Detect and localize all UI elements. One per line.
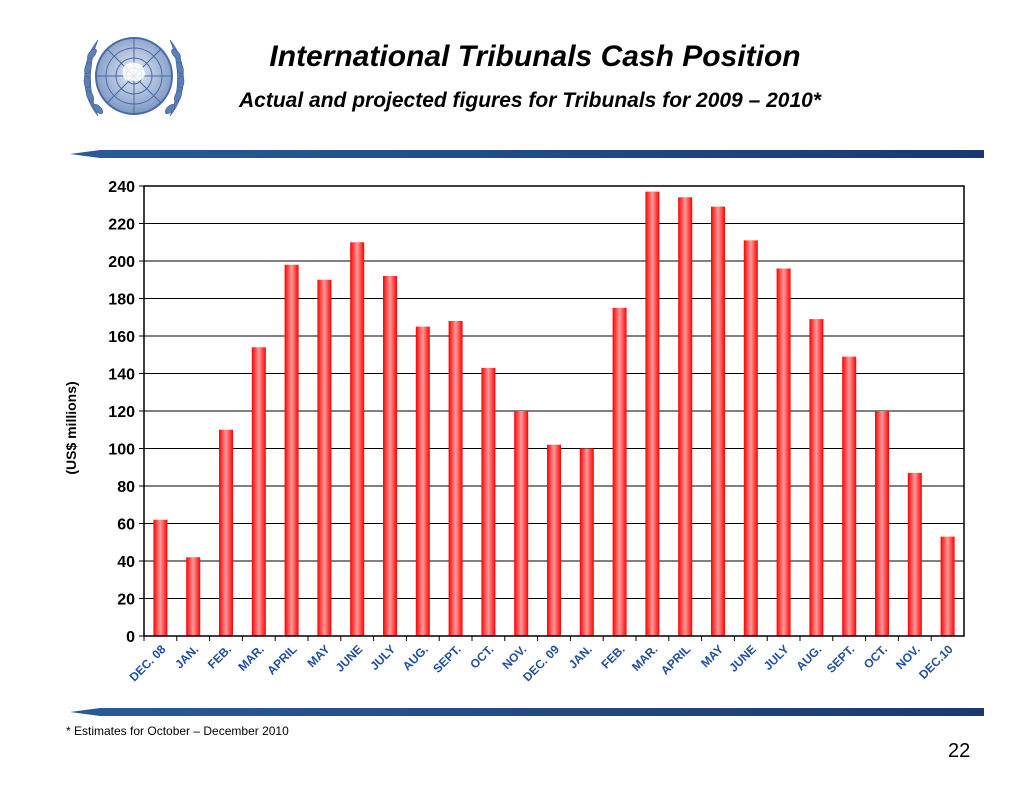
y-tick-label: 180	[108, 292, 135, 309]
bar-19	[776, 268, 791, 636]
y-tick-label: 20	[117, 592, 135, 609]
y-tick-label: 80	[117, 479, 135, 496]
x-tick-label: NOV.	[499, 642, 529, 672]
bar-6	[350, 242, 365, 636]
bar-20	[809, 319, 824, 636]
bar-0	[153, 519, 168, 636]
y-tick-label: 40	[117, 554, 135, 571]
bar-9	[448, 321, 463, 636]
x-tick-labels: DEC. 08 JAN. FEB. MAR.APRIL MAY JUNE JULY AUG. S…	[127, 636, 956, 684]
page-number: 22	[948, 740, 971, 762]
x-tick-label: SEPT.	[430, 642, 463, 675]
x-tick-label: DEC. 09	[520, 642, 562, 684]
x-tick-label: AUG.	[793, 642, 824, 673]
bar-2	[219, 429, 233, 636]
x-tick-label: JULY	[367, 642, 398, 673]
bar-11	[514, 411, 529, 636]
x-tick-label: FEB.	[205, 642, 234, 671]
x-tick-label: FEB.	[598, 642, 627, 671]
y-tick-label: 100	[108, 442, 135, 459]
footnote: * Estimates for October – December 2010	[66, 724, 289, 738]
x-tick-label: JUNE	[333, 642, 366, 675]
x-tick-label: MAR.	[235, 642, 267, 674]
x-tick-label: APRIL	[264, 642, 299, 677]
bar-14	[612, 307, 627, 636]
bar-8	[415, 326, 430, 636]
bars	[153, 191, 955, 636]
bar-22	[875, 411, 889, 636]
bar-13	[579, 448, 594, 636]
x-tick-label: AUG.	[400, 642, 431, 673]
bar-7	[383, 276, 397, 636]
bar-3	[251, 347, 266, 636]
x-tick-label: OCT.	[861, 642, 890, 671]
y-tick-label: 160	[108, 329, 135, 346]
x-tick-label: JUNE	[726, 642, 759, 675]
bar-23	[907, 472, 922, 636]
bar-16	[678, 197, 693, 636]
top-divider	[70, 150, 984, 158]
x-tick-label: MAR.	[629, 642, 661, 674]
y-tick-label: 0	[126, 629, 135, 646]
x-tick-label: SEPT.	[824, 642, 857, 675]
bar-21	[842, 356, 857, 636]
y-tick-label: 120	[108, 404, 135, 421]
page-subtitle: Actual and projected figures for Tribuna…	[239, 89, 821, 112]
y-tick-label: 140	[108, 367, 135, 384]
x-tick-label: DEC. 08	[127, 642, 169, 684]
x-tick-label: MAY	[698, 642, 726, 670]
gridlines	[144, 223, 964, 599]
x-tick-label: JAN.	[172, 642, 201, 671]
bar-15	[645, 191, 660, 636]
y-tick-label: 220	[108, 217, 135, 234]
x-tick-label: OCT.	[467, 642, 496, 671]
x-tick-label: APRIL	[658, 642, 693, 677]
x-tick-label: NOV.	[893, 642, 923, 672]
x-tick-label: MAY	[305, 642, 333, 670]
un-emblem-icon	[83, 37, 185, 117]
x-tick-label: JULY	[761, 642, 792, 673]
bar-24	[940, 536, 955, 636]
bar-5	[317, 279, 332, 636]
bar-18	[743, 240, 758, 636]
page-title: International Tribunals Cash Position	[269, 40, 801, 73]
x-tick-label: DEC.10	[916, 642, 956, 682]
bottom-divider	[70, 708, 984, 716]
bar-4	[284, 264, 299, 636]
bar-10	[481, 367, 496, 636]
y-tick-label: 60	[117, 517, 135, 534]
bar-12	[547, 444, 561, 636]
x-tick-label: JAN.	[566, 642, 595, 671]
y-tick-labels: 0 20 40 60 80 100 120 140 160 180 200 220 240	[108, 179, 144, 646]
bar-1	[186, 557, 201, 636]
y-axis-label: (US$ millions)	[63, 381, 79, 474]
y-tick-label: 200	[108, 254, 135, 271]
y-tick-label: 240	[108, 179, 135, 196]
bar-17	[711, 206, 725, 636]
